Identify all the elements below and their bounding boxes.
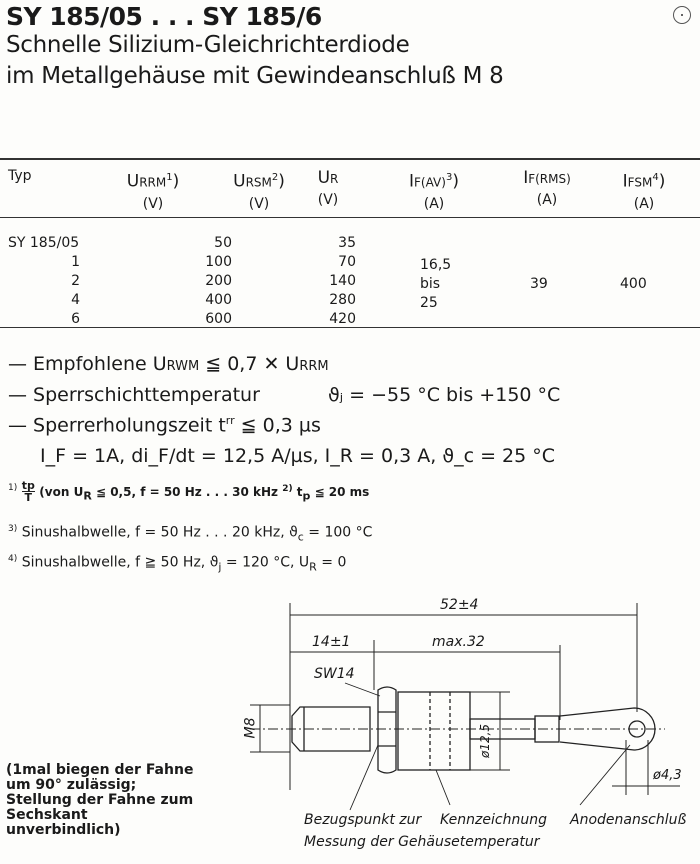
row-ur: 280 [329, 292, 356, 308]
dim-body-length: max.32 [432, 634, 485, 650]
footnote-4: 4) Sinushalbwelle, f ≧ 50 Hz, ϑj = 120 °… [8, 554, 347, 574]
diode-outline [291, 686, 656, 774]
ifav-value: 16,5 bis 25 [420, 257, 452, 311]
body-diameter: ø12,5 [478, 723, 493, 759]
row-type: 4 [71, 292, 80, 308]
spec-junction-temp: — Sperrschichttemperatur [8, 384, 260, 406]
row-type: 1 [71, 254, 80, 270]
col-header-ifrms: IF(RMS) (A) [523, 168, 571, 208]
subtitle-line-2: im Metallgehäuse mit Gewindeanschluß M 8 [6, 63, 504, 89]
dim-thread-length: 14±1 [312, 634, 351, 650]
row-urrm: 50 [214, 235, 232, 251]
table-top-rule [0, 158, 700, 160]
col-header-ursm: URSM2) (V) [233, 171, 285, 212]
label-marking: Kennzeichnung [440, 812, 547, 828]
col-header-ifsm: IFSM4) (A) [622, 171, 666, 212]
ifrms-value: 39 [530, 276, 548, 292]
circle-dot-icon [673, 6, 691, 24]
row-type: 2 [71, 273, 80, 289]
subtitle-line-1: Schnelle Silizium-Gleichrichterdiode [6, 32, 410, 58]
row-ur: 70 [338, 254, 356, 270]
spec-test-conditions: I_F = 1A, di_F/dt = 12,5 A/µs, I_R = 0,3… [40, 445, 556, 467]
leader-lines [344, 682, 631, 811]
dimension-lines [250, 603, 680, 795]
col-header-urrm: URRM1) (V) [126, 171, 180, 212]
spec-junction-temp-value: ϑⱼ = −55 °C bis +150 °C [328, 384, 561, 406]
bending-note: (1mal biegen der Fahne um 90° zulässig; … [6, 762, 194, 838]
label-reference-point-2: Messung der Gehäusetemperatur [304, 834, 540, 850]
footnote-3: 3) Sinushalbwelle, f = 50 Hz . . . 20 kH… [8, 524, 373, 544]
row-urrm: 400 [205, 292, 232, 308]
col-header-ifav: IF(AV)3) (A) [409, 171, 459, 212]
footnote-1: 1) tp T (von UR ≦ 0,5, f = 50 Hz . . . 30… [8, 479, 370, 504]
row-urrm: 100 [205, 254, 232, 270]
row-ur: 35 [338, 235, 356, 251]
row-urrm: 600 [205, 311, 232, 327]
row-ur: 140 [329, 273, 356, 289]
spec-urwm: — Empfohlene URWM ≦ 0,7 ✕ URRM [8, 353, 329, 375]
ifsm-value: 400 [620, 276, 647, 292]
dim-total-length: 52±4 [440, 597, 479, 613]
row-urrm: 200 [205, 273, 232, 289]
label-anode-terminal: Anodenanschluß [570, 812, 687, 828]
table-bottom-rule [0, 327, 700, 328]
page-title: SY 185/05 . . . SY 185/6 [6, 2, 322, 31]
row-type: SY 185/05 [8, 235, 80, 251]
row-ur: 420 [329, 311, 356, 327]
row-type: 6 [71, 311, 80, 327]
col-header-ur: UR (V) [317, 168, 339, 208]
hole-diameter: ø4,3 [653, 768, 682, 783]
col-header-typ: Typ [8, 168, 32, 184]
thread-size: M8 [242, 717, 259, 739]
wrench-size: SW14 [314, 666, 355, 682]
spec-recovery-time: — Sperrerholungszeit trr ≦ 0,3 µs [8, 414, 321, 437]
table-header-rule [0, 217, 700, 218]
label-reference-point: Bezugspunkt zur [304, 812, 422, 828]
